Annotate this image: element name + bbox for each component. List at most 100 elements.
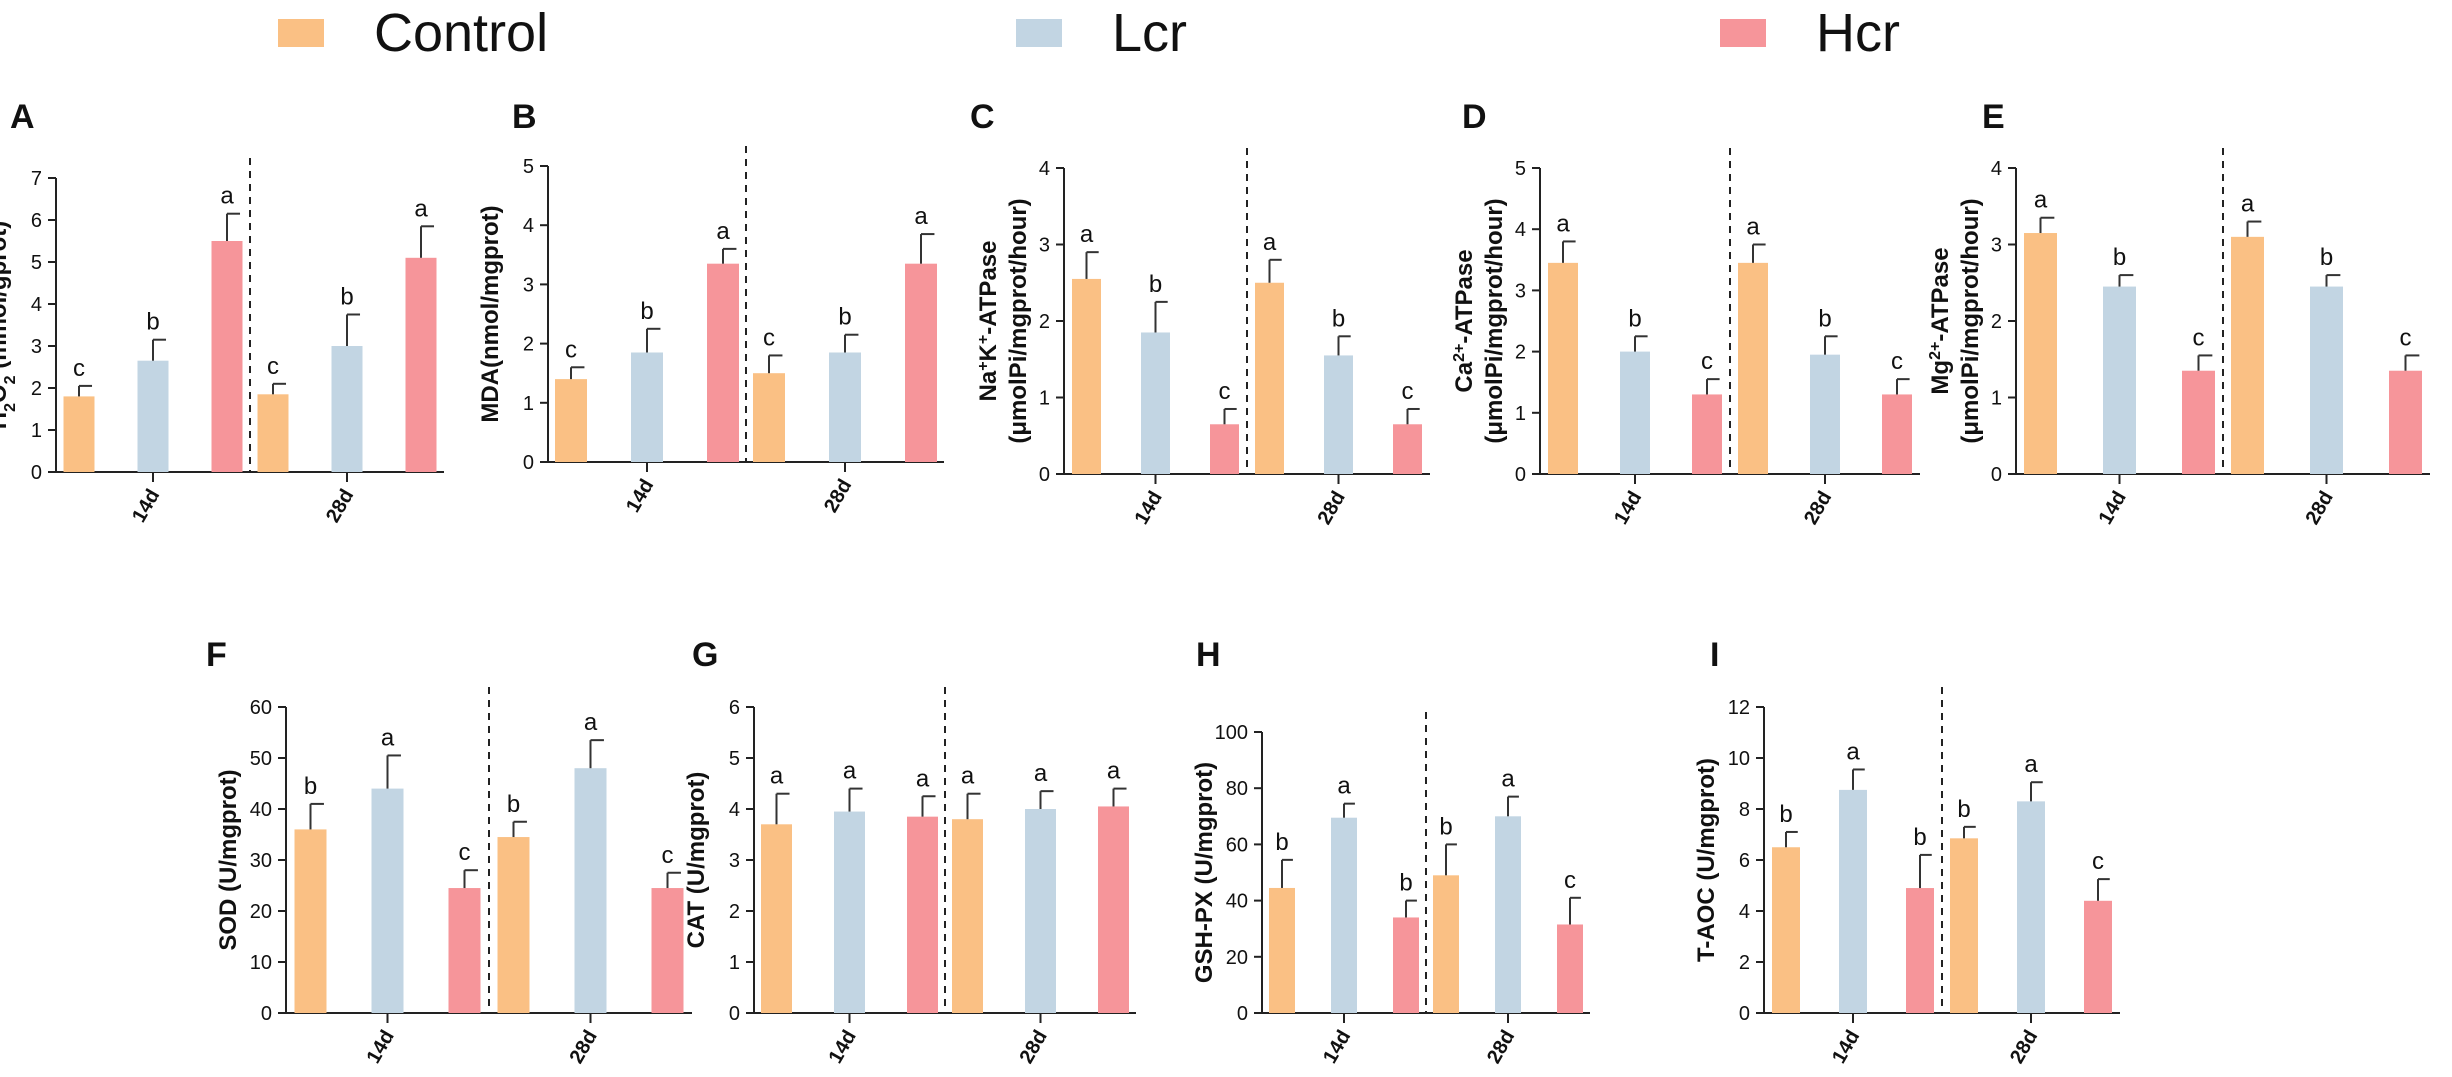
bar-control-28d xyxy=(257,394,289,472)
y-tick-label: 2 xyxy=(1739,952,1750,974)
significance-letter: c xyxy=(1564,867,1576,894)
bar-lcr-28d xyxy=(829,352,861,462)
significance-letter: a xyxy=(961,763,975,790)
panel-letter-G: G xyxy=(692,636,718,674)
significance-letter: a xyxy=(2241,191,2255,218)
y-tick-label: 1 xyxy=(523,393,534,415)
y-tick-label: 3 xyxy=(1039,235,1050,257)
x-tick-label: 14d xyxy=(363,1027,399,1068)
significance-letter: b xyxy=(1439,813,1452,840)
bar-lcr-14d xyxy=(2103,286,2136,474)
bar-control-14d xyxy=(63,396,95,472)
significance-letter: a xyxy=(843,758,857,785)
significance-letter: c xyxy=(1701,348,1713,375)
x-tick-label: 14d xyxy=(622,476,658,517)
legend-item-hcr: Hcr xyxy=(1720,0,1900,66)
bar-lcr-14d xyxy=(1141,332,1170,474)
y-tick-label: 4 xyxy=(1991,158,2002,180)
chart-panel-D: D 0 1 2 3 4 5 Ca2+-ATPase (μmolPi/mgprot/hour) a b… xyxy=(1451,98,1920,529)
bar-control-28d xyxy=(1950,838,1978,1013)
significance-letter: b xyxy=(304,773,317,800)
chart-panel-E: E 0 1 2 3 4 Mg2+-ATPase (μmolPi/mgprot/hour) a b c… xyxy=(1927,98,2430,528)
y-tick-label: 6 xyxy=(31,210,42,232)
legend-label-lcr: Lcr xyxy=(1112,3,1188,63)
y-tick-label: 2 xyxy=(1991,311,2002,333)
significance-letter: b xyxy=(146,309,159,336)
bar-hcr-14d xyxy=(2182,370,2215,474)
bar-lcr-28d xyxy=(2017,801,2045,1013)
x-tick-label: 28d xyxy=(1800,488,1836,529)
x-tick-label: 14d xyxy=(1610,488,1646,529)
legend-swatch-lcr xyxy=(1016,19,1062,47)
panel-letter-E: E xyxy=(1982,98,2005,136)
bar-lcr-28d xyxy=(2310,286,2343,474)
bar-hcr-14d xyxy=(448,888,481,1013)
bar-lcr-14d xyxy=(371,788,404,1013)
y-tick-label: 30 xyxy=(250,850,272,872)
significance-letter: c xyxy=(459,839,471,866)
significance-letter: a xyxy=(2034,187,2048,214)
bar-hcr-28d xyxy=(1098,806,1129,1013)
x-tick-label: 28d xyxy=(820,476,856,517)
y-tick-label: 1 xyxy=(729,952,740,974)
y-tick-label: 1 xyxy=(1039,388,1050,410)
legend: Control Lcr Hcr xyxy=(0,0,2452,70)
bar-hcr-28d xyxy=(1393,424,1422,474)
significance-letter: c xyxy=(763,324,775,351)
significance-letter: a xyxy=(1846,738,1860,765)
y-axis-label: Mg2+-ATPase xyxy=(1927,247,1955,394)
bar-control-28d xyxy=(497,837,530,1013)
y-tick-label: 0 xyxy=(261,1003,272,1025)
y-tick-label: 3 xyxy=(729,850,740,872)
y-tick-label: 40 xyxy=(250,799,272,821)
bar-control-14d xyxy=(2024,233,2057,474)
y-tick-label: 12 xyxy=(1728,697,1750,719)
y-tick-label: 0 xyxy=(1991,464,2002,486)
y-tick-label: 4 xyxy=(31,294,42,316)
y-tick-label: 6 xyxy=(1739,850,1750,872)
bar-hcr-28d xyxy=(1557,924,1583,1013)
legend-label-hcr: Hcr xyxy=(1816,3,1900,63)
bar-control-14d xyxy=(1548,262,1578,474)
y-tick-label: 10 xyxy=(250,952,272,974)
significance-letter: b xyxy=(1332,305,1345,332)
y-tick-label: 6 xyxy=(729,697,740,719)
significance-letter: b xyxy=(1779,801,1792,828)
significance-letter: a xyxy=(1080,221,1094,248)
y-tick-label: 8 xyxy=(1739,799,1750,821)
panel-letter-D: D xyxy=(1462,98,1487,136)
y-tick-label: 0 xyxy=(1039,464,1050,486)
y-tick-label: 0 xyxy=(729,1003,740,1025)
significance-letter: a xyxy=(1337,773,1351,800)
y-axis-label-units: (μmolPi/mgprot/hour) xyxy=(1957,198,1984,443)
bar-lcr-28d xyxy=(1025,809,1056,1013)
x-tick-label: 14d xyxy=(1828,1027,1864,1068)
y-tick-label: 2 xyxy=(1515,342,1526,364)
y-axis-label: MDA(nmol/mgprot) xyxy=(477,205,504,422)
significance-letter: a xyxy=(916,765,930,792)
bar-control-28d xyxy=(2231,236,2264,474)
significance-letter: a xyxy=(584,709,598,736)
y-axis-label: Ca2+-ATPase xyxy=(1451,249,1479,392)
y-tick-label: 60 xyxy=(1226,834,1248,856)
bar-control-14d xyxy=(761,824,792,1013)
y-tick-label: 3 xyxy=(31,336,42,358)
panel-letter-C: C xyxy=(970,98,995,136)
bar-control-28d xyxy=(1255,282,1284,474)
bar-control-14d xyxy=(1072,278,1101,474)
chart-panel-A: A 0 1 2 3 4 5 6 7 H2O2 (mmol/gprot) c b a 14d c b a 28d xyxy=(0,98,444,526)
bar-control-14d xyxy=(1772,847,1800,1013)
bar-lcr-28d xyxy=(331,346,363,472)
significance-letter: a xyxy=(770,763,784,790)
y-tick-label: 2 xyxy=(729,901,740,923)
chart-panel-F: F 0 10 20 30 40 50 60 SOD (U/mgprot) b a c 14d b a c 28d xyxy=(206,636,692,1067)
bar-hcr-28d xyxy=(2084,900,2112,1013)
y-tick-label: 60 xyxy=(250,697,272,719)
significance-letter: c xyxy=(2400,324,2412,351)
x-tick-label: 28d xyxy=(1314,488,1350,529)
significance-letter: a xyxy=(1746,214,1760,241)
significance-letter: a xyxy=(1034,760,1048,787)
bar-hcr-28d xyxy=(905,263,937,462)
x-tick-label: 28d xyxy=(1483,1027,1519,1068)
bar-hcr-28d xyxy=(1882,394,1912,474)
